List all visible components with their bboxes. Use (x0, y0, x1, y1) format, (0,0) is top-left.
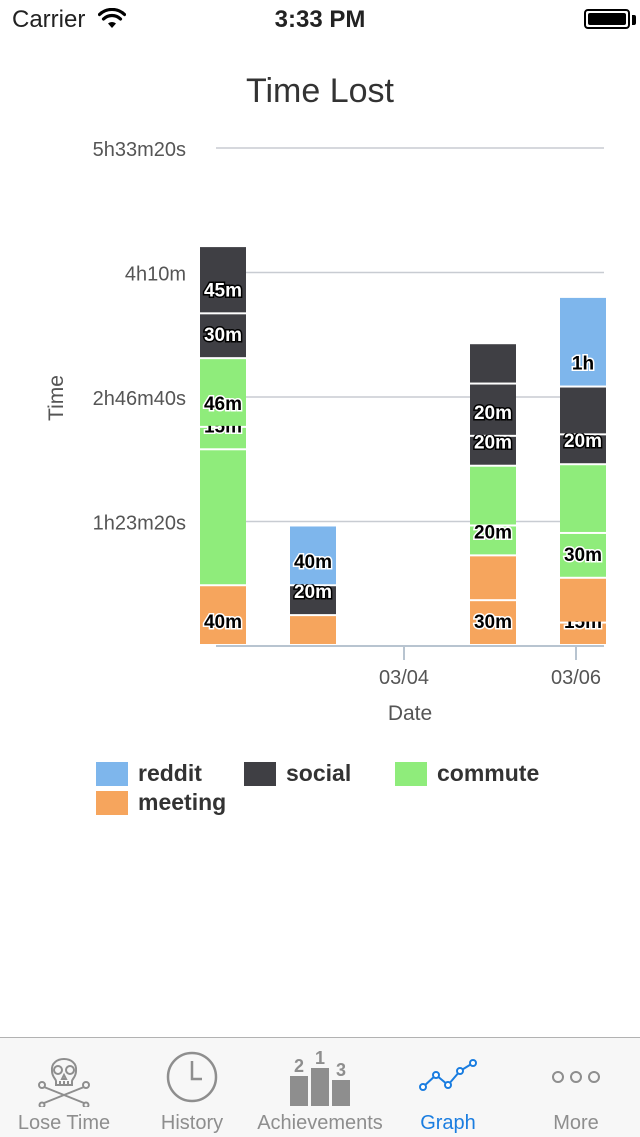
data-label: 46m (204, 394, 242, 415)
tab-bar: Lose Time History 2 1 3 Achievements (0, 1037, 640, 1137)
data-label: 20m (294, 582, 332, 603)
bar-segment-commute (200, 359, 246, 426)
x-tick-label: 03/06 (551, 667, 601, 689)
stacked-bar-chart: 1h23m20s2h46m40s4h10m5h33m20s40m15m46m30… (45, 139, 606, 725)
legend-swatch-social (244, 762, 276, 786)
bar-segment-meeting (290, 616, 336, 644)
status-time: 3:33 PM (274, 6, 366, 33)
data-label: 30m (474, 612, 512, 633)
y-tick-label: 1h23m20s (93, 513, 186, 535)
data-label: 30m (204, 325, 242, 346)
legend-label-reddit: reddit (138, 760, 202, 786)
legend-swatch-reddit (96, 762, 128, 786)
bar-segment-social (470, 344, 516, 383)
tab-graph[interactable]: Graph (384, 1038, 512, 1137)
legend-label-commute: commute (437, 760, 540, 786)
podium-icon: 2 1 3 (290, 1048, 350, 1106)
bar-segment-social (470, 384, 516, 435)
bar-segment-commute (200, 427, 246, 449)
data-label: 20m (474, 522, 512, 543)
status-bar: Carrier 3:33 PM (0, 0, 640, 40)
y-tick-label: 5h33m20s (93, 139, 186, 161)
tab-history[interactable]: History (128, 1038, 256, 1137)
bar-segment-reddit (290, 526, 336, 585)
tab-more[interactable]: More (512, 1038, 640, 1137)
data-label: 40m (294, 552, 332, 573)
chart-title: Time Lost (245, 72, 394, 110)
y-tick-label: 2h46m40s (93, 388, 186, 410)
y-tick-label: 4h10m (125, 263, 186, 285)
bar-segment-commute (200, 450, 246, 585)
data-label: 30m (564, 545, 602, 566)
bar-segment-social (200, 247, 246, 313)
battery-icon (584, 9, 630, 29)
bar-segment-meeting (560, 578, 606, 622)
data-label: 45m (204, 280, 242, 301)
x-axis-label: Date (388, 702, 432, 725)
y-axis-label: Time (45, 375, 68, 421)
wifi-icon (98, 8, 126, 28)
bar-segment-social (470, 436, 516, 465)
bar-segment-reddit (560, 297, 606, 386)
bar-segment-commute (560, 533, 606, 577)
legend-label-social: social (286, 760, 352, 786)
bar-segment-meeting (470, 601, 516, 644)
podium-number-1: 1 (315, 1048, 325, 1068)
legend-label-meeting: meeting (138, 789, 227, 815)
tab-label-lose-time: Lose Time (17, 1112, 111, 1134)
more-dots-icon (552, 1071, 600, 1083)
legend-swatch-commute (395, 762, 427, 786)
data-label: 1h (572, 354, 594, 375)
bar-segment-meeting (200, 586, 246, 644)
data-label: 20m (474, 403, 512, 424)
bar-segment-social (560, 435, 606, 464)
carrier-label: Carrier (12, 6, 86, 33)
bar-segment-social (560, 387, 606, 434)
bar-segment-social (200, 314, 246, 358)
x-tick-label: 03/04 (379, 667, 429, 689)
tab-lose-time[interactable]: Lose Time (0, 1038, 128, 1137)
tab-label-history: History (160, 1112, 224, 1134)
bar-segment-meeting (560, 623, 606, 644)
tab-label-more: More (553, 1112, 599, 1134)
data-label: 40m (204, 612, 242, 633)
legend-swatch-meeting (96, 791, 128, 815)
bar-segment-meeting (470, 556, 516, 600)
skull-crossbones-icon (38, 1058, 90, 1107)
bar-segment-social (290, 586, 336, 615)
line-graph-icon (419, 1059, 477, 1091)
clock-icon (166, 1051, 218, 1103)
bar-segment-commute (470, 526, 516, 555)
data-label: 20m (474, 433, 512, 454)
podium-number-2: 2 (294, 1056, 304, 1076)
tab-achievements[interactable]: 2 1 3 Achievements (256, 1038, 384, 1137)
tab-label-graph: Graph (420, 1112, 476, 1134)
data-label: 20m (564, 431, 602, 452)
podium-number-3: 3 (336, 1060, 346, 1080)
battery-tip (632, 15, 636, 25)
bar-segment-commute (560, 465, 606, 532)
tab-label-achievements: Achievements (257, 1112, 383, 1134)
bar-segment-commute (470, 466, 516, 525)
